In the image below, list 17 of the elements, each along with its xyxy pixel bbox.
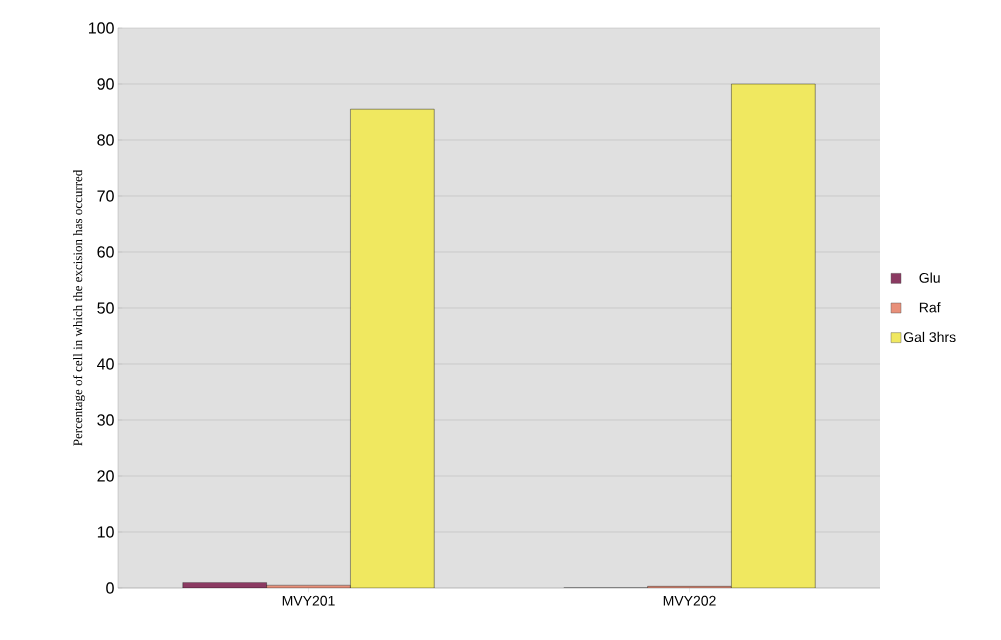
y-tick-label: 10 xyxy=(97,526,114,538)
y-tick-label: 20 xyxy=(97,470,114,482)
x-tick-label: MVY201 xyxy=(282,595,335,606)
y-tick-label: 100 xyxy=(89,22,114,34)
y-tick-label: 90 xyxy=(97,78,114,90)
legend-label: Glu xyxy=(919,272,940,283)
y-tick-label: 80 xyxy=(97,134,114,146)
y-axis-title: Percentage of cell in which the excision has occurred xyxy=(72,169,85,446)
y-tick-label: 70 xyxy=(97,190,114,202)
legend-label: Raf xyxy=(919,302,941,313)
legend-label: Gal 3hrs xyxy=(903,331,956,343)
x-tick-label: MVY202 xyxy=(663,595,716,606)
y-tick-label: 30 xyxy=(97,414,114,426)
y-tick-label: 50 xyxy=(97,302,114,314)
y-tick-label: 40 xyxy=(97,358,114,370)
y-tick-label: 60 xyxy=(97,246,114,258)
y-tick-label: 0 xyxy=(106,582,114,594)
